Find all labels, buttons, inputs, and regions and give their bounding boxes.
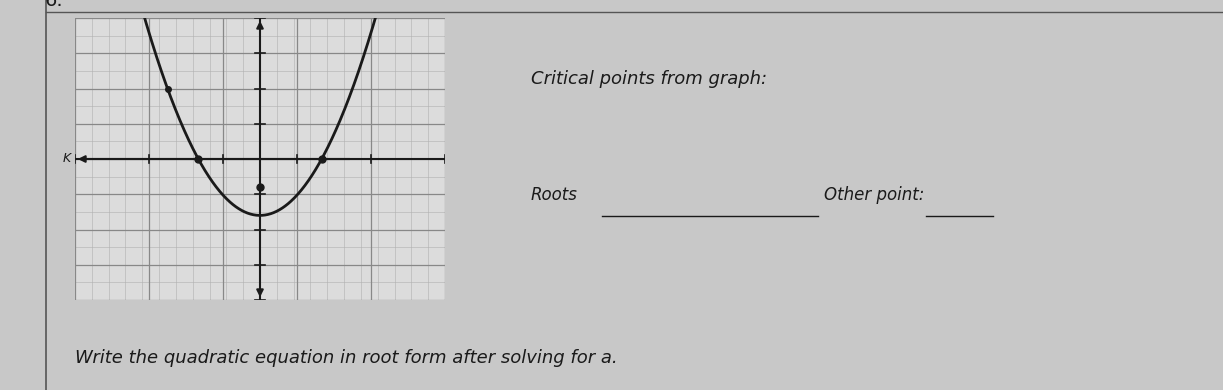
Text: Roots: Roots [531, 186, 577, 204]
Text: Write the quadratic equation in root form after solving for a.: Write the quadratic equation in root for… [75, 349, 618, 367]
Text: 6.: 6. [44, 0, 62, 10]
Text: K: K [64, 152, 71, 165]
Text: Critical points from graph:: Critical points from graph: [531, 70, 767, 88]
Text: Other point:: Other point: [824, 186, 925, 204]
